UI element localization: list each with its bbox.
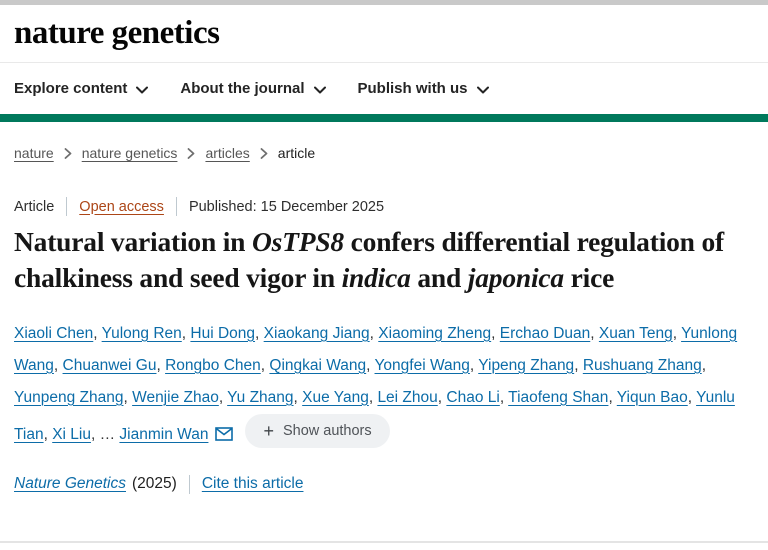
article-title: Natural variation in OsTPS8 confers diff…: [14, 224, 750, 296]
show-authors-button[interactable]: + Show authors: [245, 413, 390, 448]
author-link[interactable]: Xi Liu: [52, 425, 91, 443]
cite-this-article-link[interactable]: Cite this article: [201, 475, 304, 492]
nav-explore-content-label: Explore content: [14, 80, 128, 97]
author-separator: ,: [499, 388, 509, 406]
article-meta: Article Open access Published: 15 Decemb…: [14, 197, 754, 216]
author-link[interactable]: Xiaokang Jiang: [263, 324, 370, 342]
top-gray-bar: [0, 0, 768, 5]
author-separator: ,: [608, 388, 617, 406]
author-separator: ,: [181, 324, 191, 342]
author-separator: ,: [491, 324, 500, 342]
author-link[interactable]: Yiqun Bao: [616, 388, 688, 406]
author-separator: ,: [672, 324, 682, 342]
author-link[interactable]: Lei Zhou: [377, 388, 438, 406]
author-link[interactable]: Rongbo Chen: [165, 356, 261, 374]
citation-separator: [188, 474, 190, 494]
email-envelope-icon[interactable]: [215, 426, 234, 445]
chevron-down-icon: [313, 81, 326, 98]
title-italic-segment: indica: [341, 261, 411, 293]
plus-icon: +: [263, 420, 274, 441]
author-link[interactable]: Yunlu Tian: [14, 388, 735, 443]
main-nav: Explore content About the journal Publis…: [0, 63, 768, 114]
author-separator: ,: [260, 356, 270, 374]
chevron-down-icon: [476, 81, 489, 98]
meta-separator: [66, 197, 68, 216]
title-segment: and: [410, 261, 468, 293]
journal-link[interactable]: Nature Genetics: [14, 475, 126, 492]
title-segment: Natural variation in: [14, 226, 252, 257]
author-link[interactable]: Xiaoming Zheng: [378, 324, 492, 342]
author-link[interactable]: Chao Li: [446, 388, 500, 406]
nav-explore-content[interactable]: Explore content: [14, 79, 149, 98]
author-link[interactable]: Xiaoli Chen: [14, 324, 94, 342]
author-link[interactable]: Erchao Duan: [499, 324, 591, 342]
author-separator: ,: [123, 388, 133, 406]
title-segment: confers differential regulation of chalk…: [14, 226, 724, 293]
nav-publish-with-us[interactable]: Publish with us: [358, 79, 489, 98]
author-separator: ,: [469, 356, 479, 374]
author-link[interactable]: Rushuang Zhang: [582, 356, 702, 374]
author-separator: ,: [218, 388, 228, 406]
author-link[interactable]: Hui Dong: [190, 324, 256, 342]
open-access-link[interactable]: Open access: [79, 198, 164, 215]
author-link[interactable]: Tiaofeng Shan: [508, 388, 609, 406]
breadcrumb-item-article: article: [277, 145, 316, 161]
author-separator: ,: [90, 425, 100, 443]
author-link[interactable]: Yongfei Wang: [374, 356, 470, 374]
author-separator: ,: [687, 388, 697, 406]
title-italic-segment: OsTPS8: [251, 226, 344, 257]
author-link[interactable]: Yunlong Wang: [14, 324, 738, 374]
author-separator: ,: [368, 388, 378, 406]
author-separator: ,: [366, 356, 375, 374]
breadcrumb-chevron-icon: [187, 148, 195, 159]
article-type-label: Article: [14, 198, 55, 215]
breadcrumb-chevron-icon: [260, 148, 268, 159]
author-separator: ,: [53, 356, 63, 374]
author-separator: ,: [156, 356, 166, 374]
nav-about-the-journal-label: About the journal: [180, 80, 305, 97]
author-link[interactable]: Qingkai Wang: [269, 356, 367, 374]
section-divider: [0, 541, 768, 543]
author-link[interactable]: Yu Zhang: [227, 388, 294, 406]
author-link[interactable]: Yulong Ren: [101, 324, 182, 342]
breadcrumb-chevron-icon: [64, 148, 72, 159]
nav-publish-with-us-label: Publish with us: [357, 80, 468, 97]
corresponding-author-link[interactable]: Jianmin Wan: [119, 425, 209, 443]
chevron-down-icon: [136, 81, 149, 98]
author-separator: ,: [43, 425, 53, 443]
nature-genetics-logo[interactable]: nature genetics: [14, 15, 220, 51]
author-separator: ,: [293, 388, 303, 406]
breadcrumb-item-nature[interactable]: nature: [14, 145, 54, 161]
accent-green-bar: [0, 114, 768, 122]
authors-ellipsis: …: [99, 425, 120, 443]
author-separator: ,: [437, 388, 447, 406]
author-separator: ,: [590, 324, 599, 342]
published-date: Published: 15 December 2025: [188, 198, 385, 215]
author-link[interactable]: Wenjie Zhao: [132, 388, 219, 406]
author-separator: ,: [93, 324, 102, 342]
citation-line: Nature Genetics (2025) Cite this article: [14, 474, 754, 494]
author-link[interactable]: Xuan Teng: [598, 324, 673, 342]
breadcrumb-item-nature-genetics[interactable]: nature genetics: [81, 145, 178, 161]
author-link[interactable]: Yipeng Zhang: [478, 356, 575, 374]
author-separator: ,: [574, 356, 583, 374]
meta-separator: [175, 197, 177, 216]
show-authors-label: Show authors: [282, 422, 372, 439]
journal-year: (2025): [132, 475, 177, 492]
title-italic-segment: japonica: [467, 261, 564, 293]
title-segment: rice: [563, 261, 615, 293]
author-separator: ,: [255, 324, 264, 342]
author-separator: ,: [701, 356, 707, 374]
author-link[interactable]: Xue Yang: [302, 388, 369, 406]
breadcrumb: nature nature genetics articles article: [14, 145, 754, 161]
nav-about-the-journal[interactable]: About the journal: [180, 79, 326, 98]
breadcrumb-item-articles[interactable]: articles: [205, 145, 250, 161]
author-separator: ,: [369, 324, 379, 342]
author-link[interactable]: Chuanwei Gu: [62, 356, 157, 374]
author-link[interactable]: Yunpeng Zhang: [14, 388, 124, 406]
site-header: nature genetics: [0, 5, 768, 62]
header-divider: [0, 62, 768, 63]
author-list: Xiaoli Chen, Yulong Ren, Hui Dong, Xiaok…: [14, 318, 754, 453]
